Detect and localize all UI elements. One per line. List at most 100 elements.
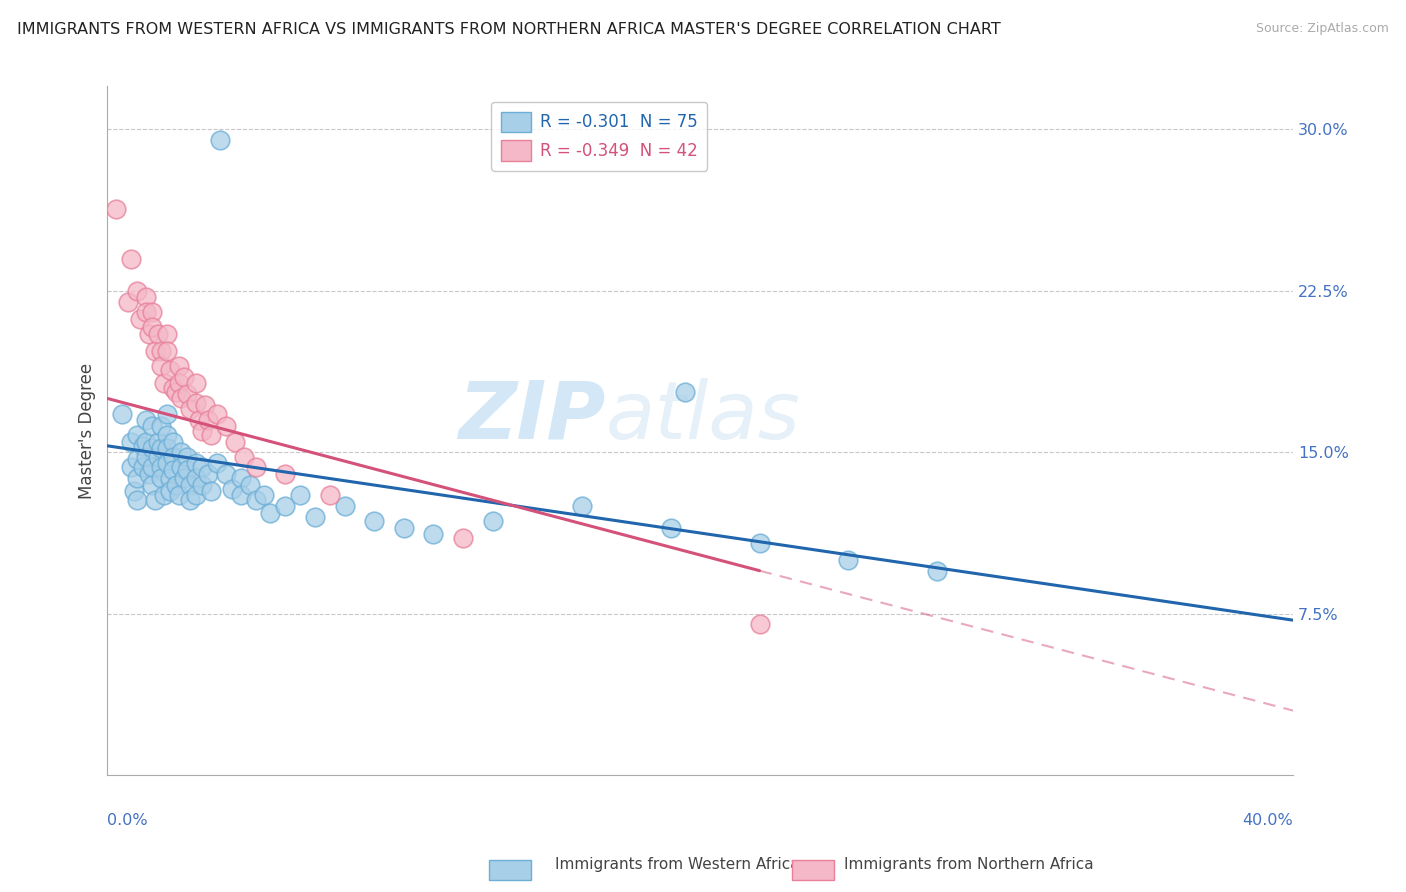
Text: 0.0%: 0.0% — [107, 813, 148, 828]
Point — [141, 419, 163, 434]
Point — [125, 451, 148, 466]
Point — [156, 326, 179, 341]
Text: IMMIGRANTS FROM WESTERN AFRICA VS IMMIGRANTS FROM NORTHERN AFRICA MASTER'S DEGRE: IMMIGRANTS FROM WESTERN AFRICA VS IMMIGR… — [17, 22, 1001, 37]
Point — [673, 384, 696, 399]
Point — [111, 407, 134, 421]
Point — [141, 441, 163, 455]
Text: ZIP: ZIP — [458, 378, 606, 456]
Point — [156, 407, 179, 421]
Point — [165, 477, 187, 491]
Point — [162, 450, 184, 464]
Point — [156, 441, 179, 455]
Point — [135, 305, 157, 319]
Point — [186, 488, 208, 502]
Text: atlas: atlas — [606, 378, 800, 456]
Point — [224, 434, 246, 449]
Text: 40.0%: 40.0% — [1243, 813, 1294, 828]
Point — [165, 384, 187, 399]
Point — [176, 462, 198, 476]
Point — [253, 488, 276, 502]
Point — [125, 492, 148, 507]
Point — [229, 488, 252, 502]
Point — [186, 456, 208, 470]
Point — [392, 521, 415, 535]
Point — [167, 488, 190, 502]
Point — [125, 428, 148, 442]
Point — [146, 326, 169, 341]
Point — [156, 428, 179, 442]
Point — [135, 450, 157, 464]
Point — [191, 477, 214, 491]
Point — [162, 434, 184, 449]
Point — [221, 482, 243, 496]
Point — [186, 396, 208, 410]
Point — [659, 521, 682, 535]
Point — [120, 460, 142, 475]
Point — [422, 527, 444, 541]
Point — [125, 471, 148, 485]
Point — [173, 370, 195, 384]
Point — [215, 419, 238, 434]
Point — [239, 477, 262, 491]
Point — [288, 488, 311, 502]
Point — [125, 284, 148, 298]
Point — [159, 471, 181, 485]
Point — [333, 499, 356, 513]
Legend: R = -0.301  N = 75, R = -0.349  N = 42: R = -0.301 N = 75, R = -0.349 N = 42 — [492, 102, 707, 170]
Point — [215, 467, 238, 481]
Point — [451, 532, 474, 546]
Point — [141, 305, 163, 319]
Text: Immigrants from Northern Africa: Immigrants from Northern Africa — [844, 857, 1094, 872]
Point — [120, 434, 142, 449]
Point — [152, 488, 174, 502]
Point — [122, 483, 145, 498]
Point — [117, 294, 139, 309]
Point — [141, 320, 163, 334]
Point — [167, 359, 190, 374]
Point — [245, 492, 267, 507]
Point — [159, 363, 181, 377]
Point — [146, 434, 169, 449]
Point — [274, 467, 297, 481]
Point — [200, 483, 222, 498]
Point — [318, 488, 340, 502]
Point — [129, 311, 152, 326]
Point — [363, 514, 385, 528]
Point — [173, 471, 195, 485]
Point — [156, 344, 179, 359]
Point — [186, 376, 208, 391]
Point — [149, 441, 172, 455]
Point — [927, 564, 949, 578]
Point — [481, 514, 503, 528]
Point — [748, 535, 770, 549]
Point — [197, 413, 219, 427]
Point — [132, 439, 155, 453]
Point — [179, 402, 201, 417]
Point — [208, 133, 231, 147]
Point — [191, 460, 214, 475]
Point — [748, 617, 770, 632]
Point — [179, 477, 201, 491]
Point — [152, 376, 174, 391]
Point — [149, 359, 172, 374]
Point — [143, 344, 166, 359]
Point — [170, 445, 193, 459]
Point — [837, 553, 859, 567]
Text: Source: ZipAtlas.com: Source: ZipAtlas.com — [1256, 22, 1389, 36]
Point — [149, 460, 172, 475]
Point — [135, 434, 157, 449]
Point — [179, 492, 201, 507]
Point — [156, 456, 179, 470]
Point — [170, 460, 193, 475]
Point — [229, 471, 252, 485]
Point — [245, 460, 267, 475]
Point — [135, 290, 157, 304]
Point — [274, 499, 297, 513]
Point — [149, 344, 172, 359]
Point — [259, 506, 281, 520]
Text: Immigrants from Western Africa: Immigrants from Western Africa — [555, 857, 800, 872]
Point — [132, 460, 155, 475]
Point — [138, 326, 160, 341]
Point — [205, 456, 228, 470]
Point — [120, 252, 142, 266]
